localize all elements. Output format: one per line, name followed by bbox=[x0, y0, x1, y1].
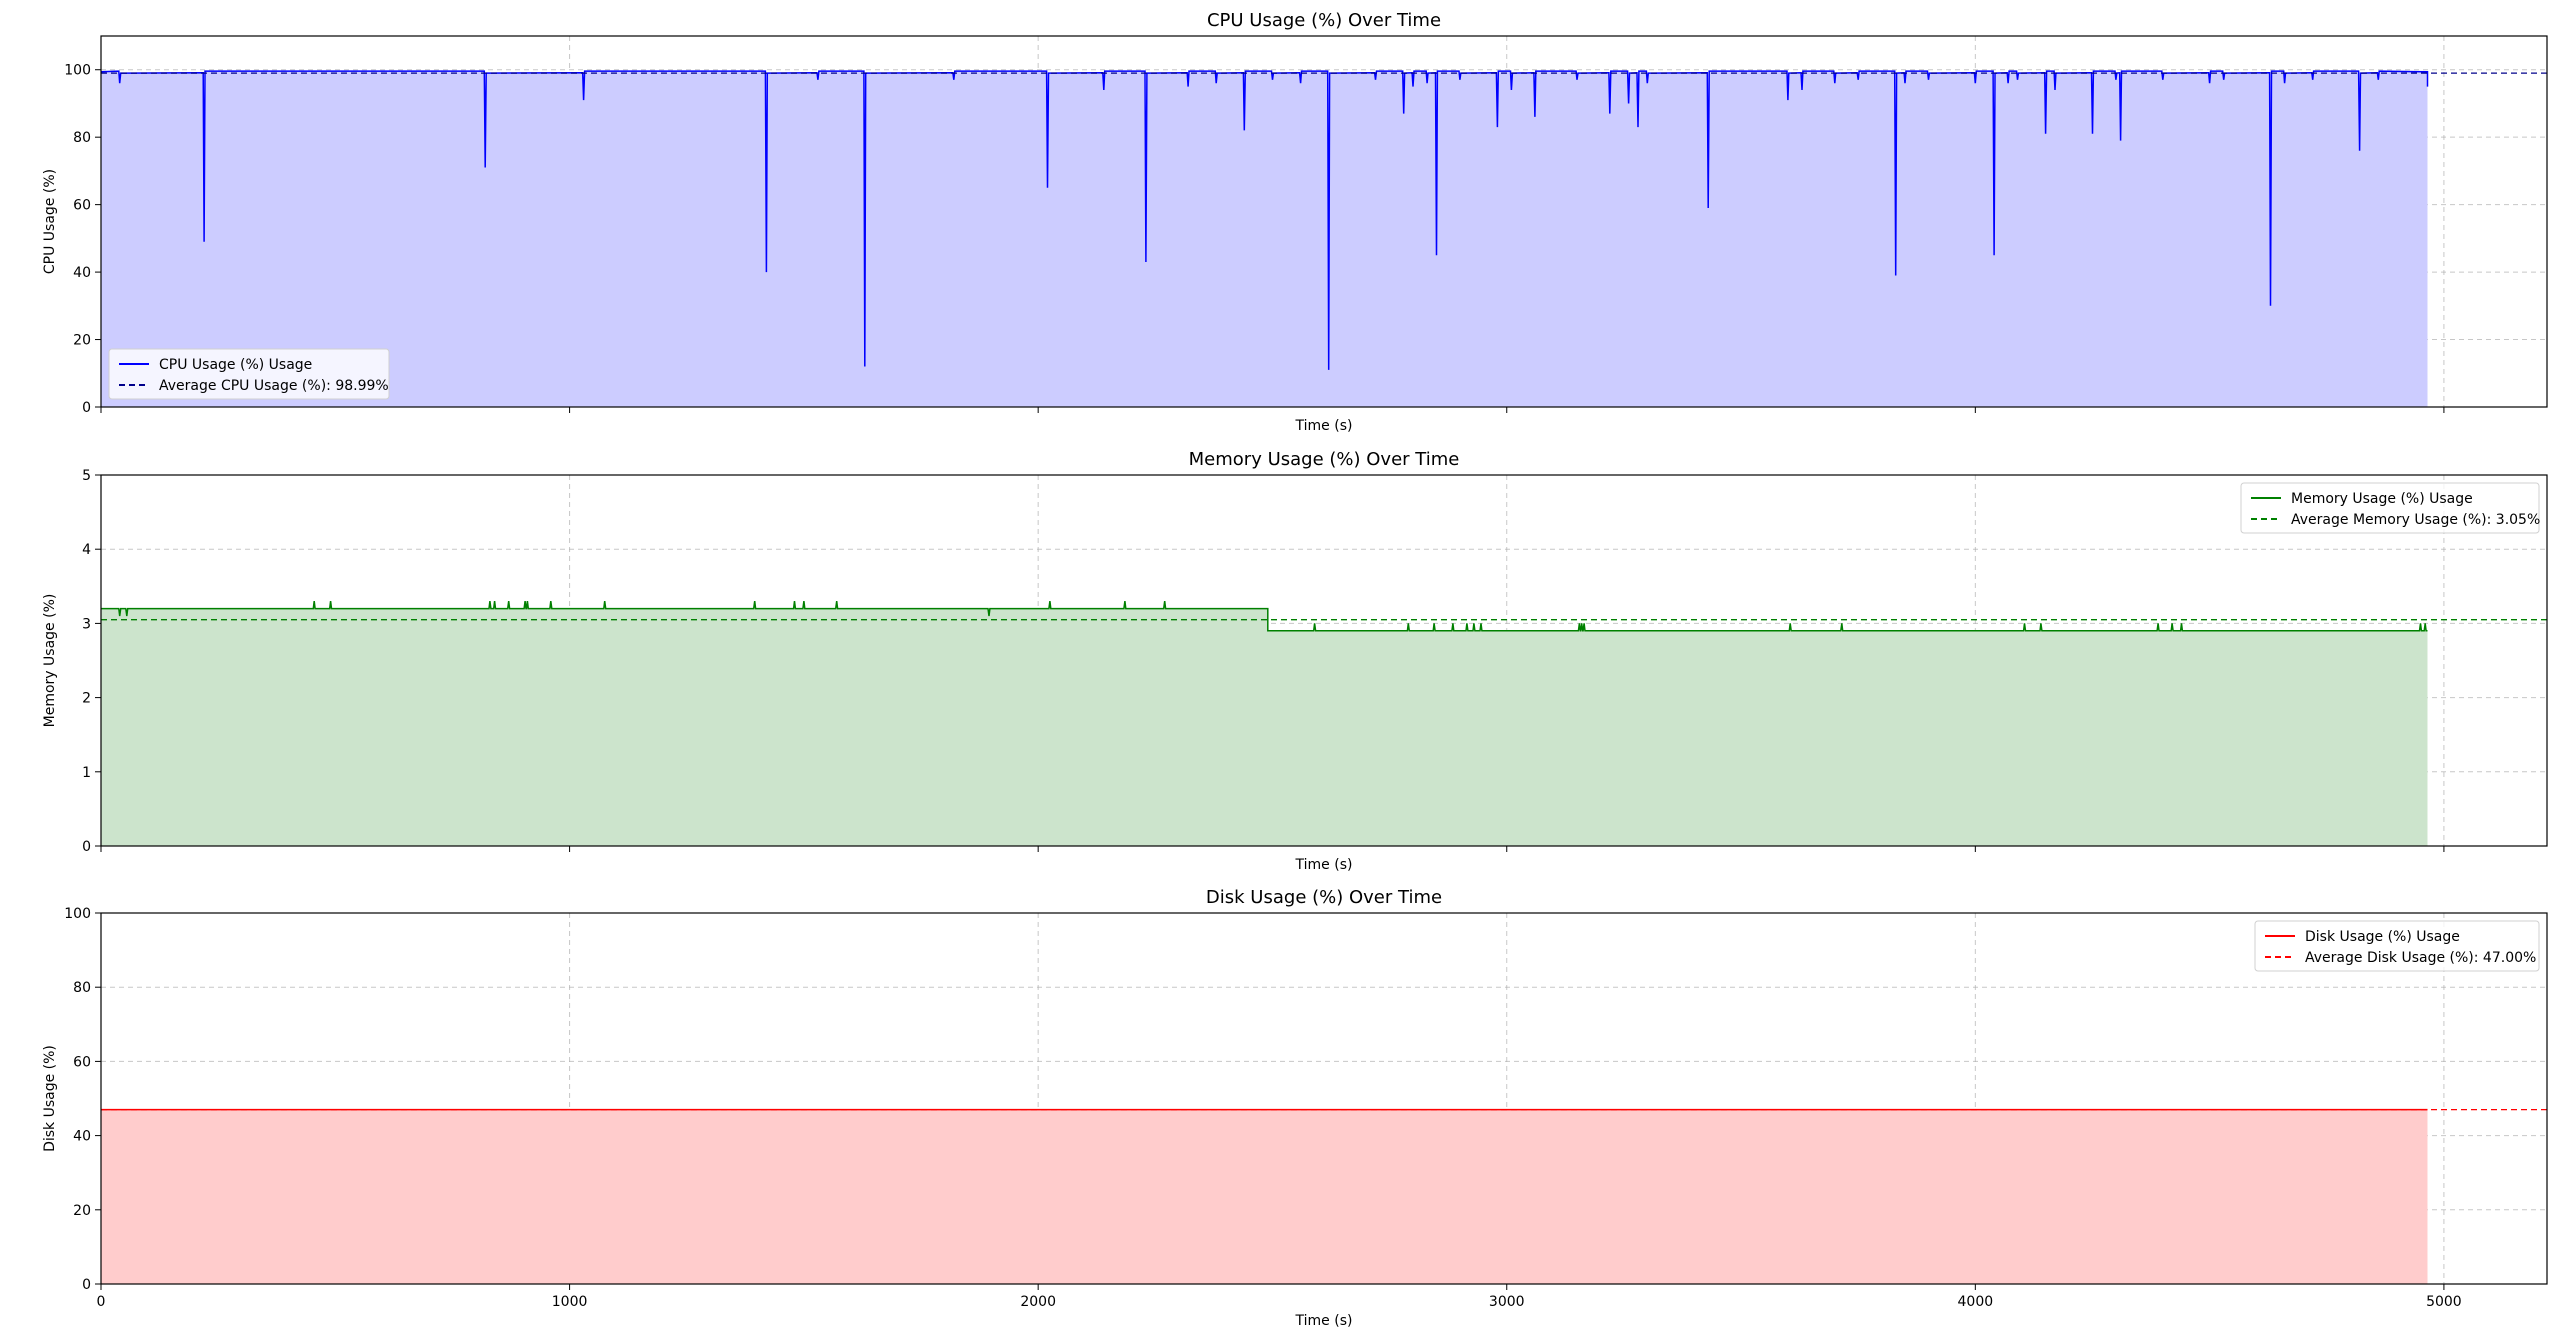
legend-series-label: CPU Usage (%) Usage bbox=[159, 357, 312, 373]
chart-title: Disk Usage (%) Over Time bbox=[1206, 887, 1442, 908]
chart-panel-1: 0 1 2 3 4 5 Memory Usage (%) Over Time Time (s)… bbox=[42, 449, 2548, 873]
y-tick-label: 60 bbox=[73, 1054, 91, 1070]
x-tick-label: 0 bbox=[97, 1294, 106, 1310]
y-tick-label: 20 bbox=[73, 1203, 91, 1219]
y-tick-label: 3 bbox=[82, 616, 91, 632]
axes-frame bbox=[100, 912, 2548, 1285]
y-tick-label: 4 bbox=[82, 542, 91, 558]
area-fill bbox=[101, 1109, 2428, 1284]
x-axis-label: Time (s) bbox=[1295, 1313, 1353, 1329]
legend: Memory Usage (%) Usage Average Memory Usa… bbox=[2240, 482, 2540, 534]
chart-panel-0: 0 20 40 60 80 100 CPU Usage (%) Over Time Time … bbox=[42, 10, 2548, 434]
y-tick-label: 5 bbox=[82, 468, 91, 484]
x-axis-label: Time (s) bbox=[1295, 418, 1353, 434]
series-line bbox=[101, 601, 2428, 632]
legend-average-label: Average Disk Usage (%): 47.00% bbox=[2305, 950, 2536, 966]
x-tick-label: 2000 bbox=[1020, 1294, 1056, 1310]
axes-frame bbox=[100, 474, 2548, 847]
y-tick-label: 0 bbox=[82, 400, 91, 416]
area-fill bbox=[101, 601, 2428, 846]
y-tick-label: 40 bbox=[73, 265, 91, 281]
x-tick-label: 5000 bbox=[2426, 1294, 2462, 1310]
y-tick-label: 100 bbox=[64, 63, 91, 79]
x-tick-label: 4000 bbox=[1958, 1294, 1994, 1310]
y-tick-label: 0 bbox=[82, 1277, 91, 1293]
legend-box bbox=[2254, 920, 2540, 972]
legend: Disk Usage (%) Usage Average Disk Usage (… bbox=[2254, 920, 2540, 972]
y-tick-label: 2 bbox=[82, 691, 91, 707]
chart-panel-2: 0 1000 2000 3000 4000 5000 0 20 40 60 80 100 Disk Us… bbox=[42, 887, 2548, 1329]
legend-average-label: Average Memory Usage (%): 3.05% bbox=[2291, 512, 2540, 528]
y-tick-label: 0 bbox=[82, 839, 91, 855]
legend: CPU Usage (%) Usage Average CPU Usage (%)… bbox=[108, 348, 390, 400]
area-fill bbox=[101, 71, 2428, 407]
y-tick-label: 40 bbox=[73, 1129, 91, 1145]
chart-title: CPU Usage (%) Over Time bbox=[1207, 10, 1441, 31]
chart-title: Memory Usage (%) Over Time bbox=[1189, 449, 1460, 470]
y-tick-label: 80 bbox=[73, 130, 91, 146]
legend-average-label: Average CPU Usage (%): 98.99% bbox=[159, 378, 389, 394]
legend-box bbox=[2240, 482, 2540, 534]
legend-series-label: Disk Usage (%) Usage bbox=[2305, 929, 2460, 945]
x-tick-label: 1000 bbox=[552, 1294, 588, 1310]
y-axis-label: Disk Usage (%) bbox=[42, 1045, 58, 1152]
y-tick-label: 80 bbox=[73, 980, 91, 996]
series-line bbox=[100, 70, 2429, 370]
x-tick-label: 3000 bbox=[1489, 1294, 1525, 1310]
y-tick-label: 1 bbox=[82, 765, 91, 781]
y-tick-label: 60 bbox=[73, 198, 91, 214]
legend-box bbox=[108, 348, 390, 400]
y-axis-label: Memory Usage (%) bbox=[42, 594, 58, 728]
y-tick-label: 20 bbox=[73, 333, 91, 349]
x-axis-label: Time (s) bbox=[1295, 857, 1353, 873]
y-axis-label: CPU Usage (%) bbox=[42, 169, 58, 274]
y-tick-label: 100 bbox=[64, 906, 91, 922]
axes-frame bbox=[100, 35, 2548, 408]
legend-series-label: Memory Usage (%) Usage bbox=[2291, 491, 2473, 507]
